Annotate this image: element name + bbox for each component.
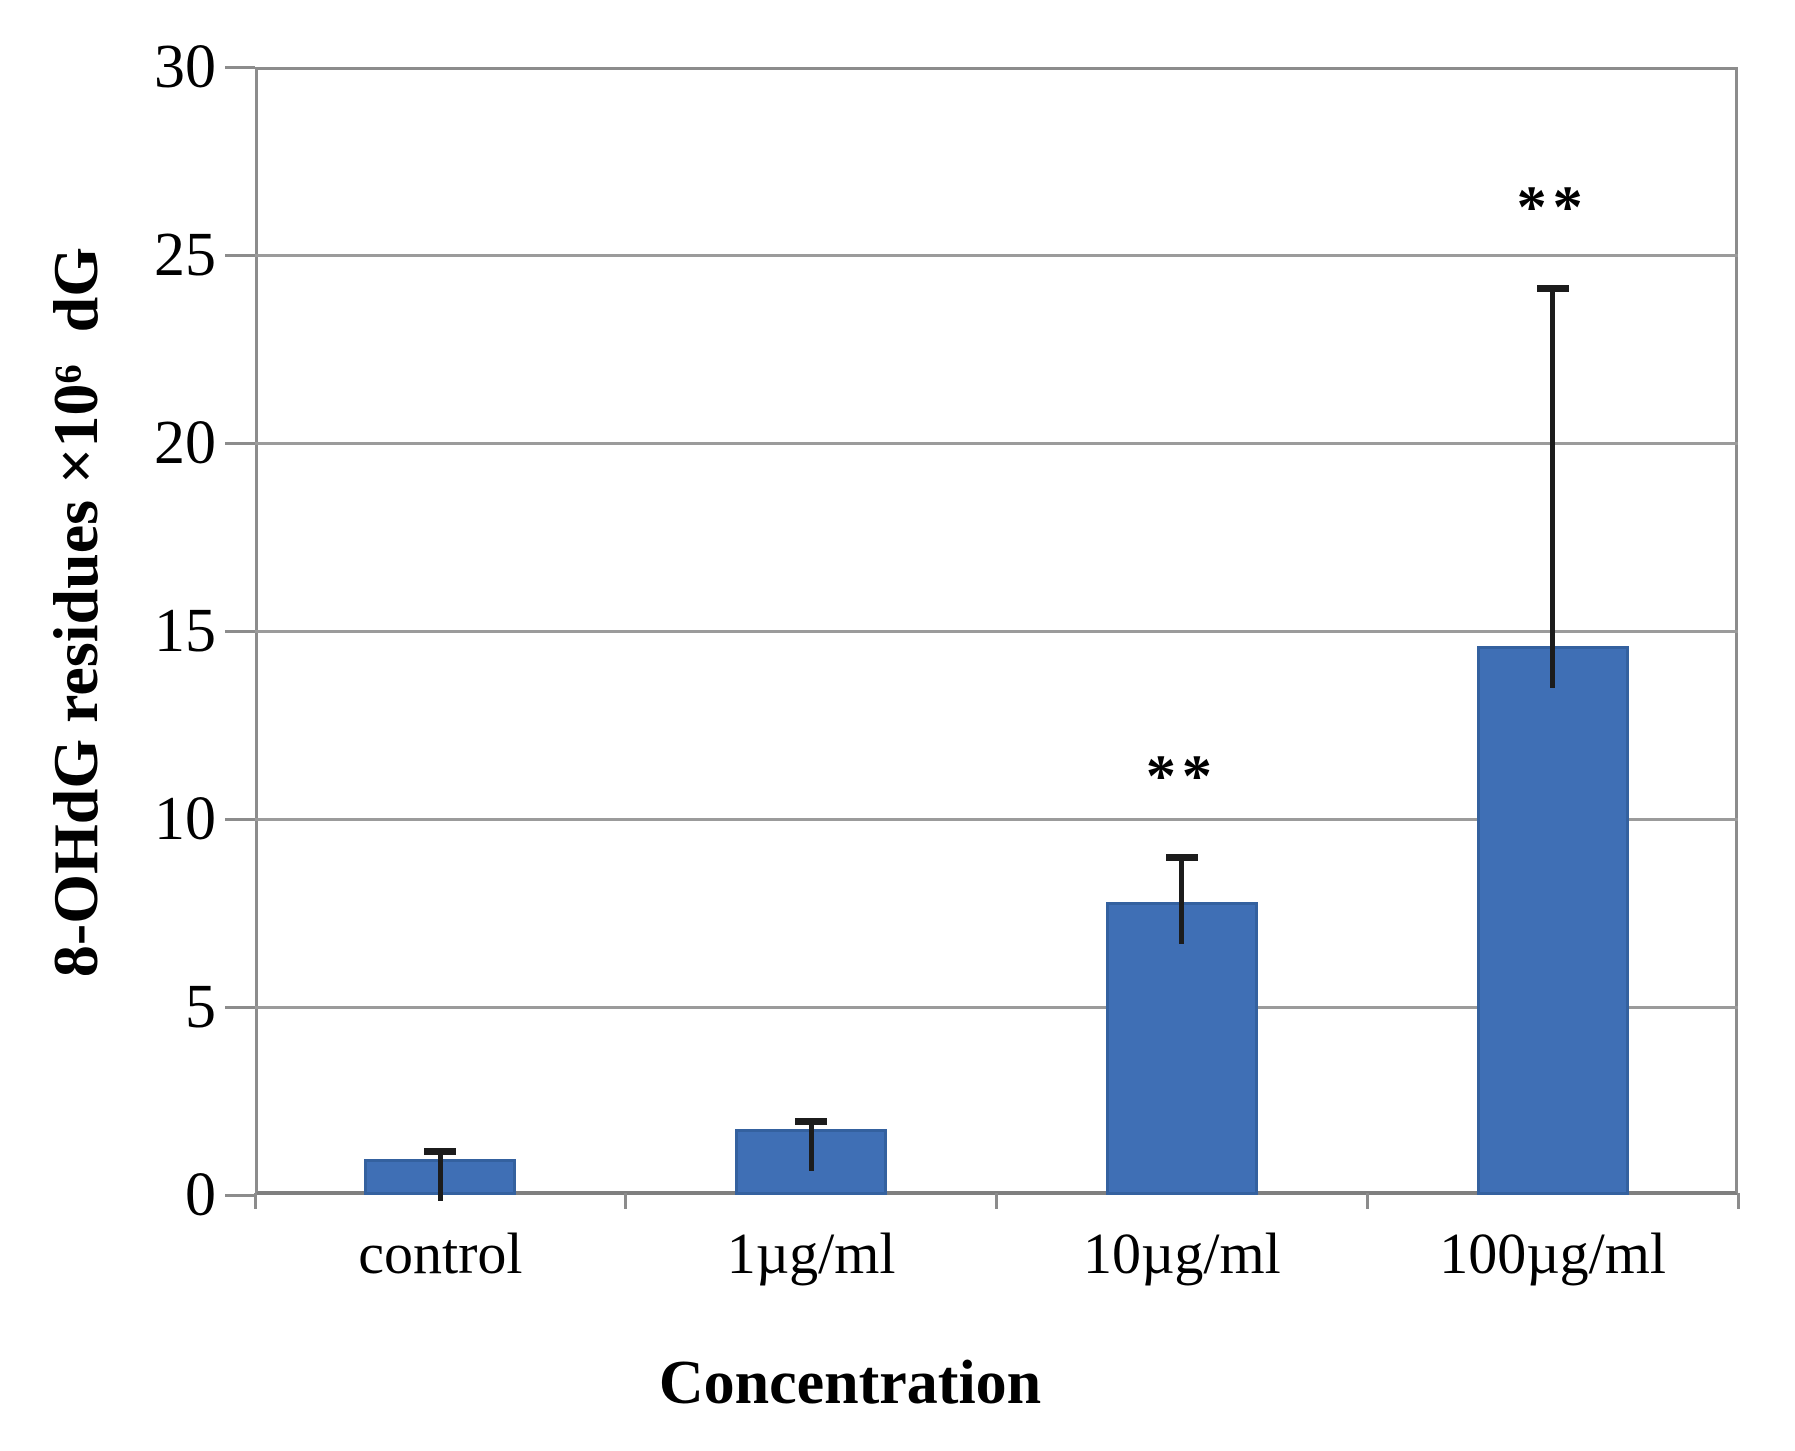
error-bar-stem: [1179, 858, 1185, 944]
y-tick-label: 15: [154, 597, 216, 665]
y-tick-mark: [225, 1005, 255, 1009]
y-tick-label: 0: [185, 1161, 216, 1229]
x-category-label: 100µg/ml: [1439, 1221, 1666, 1286]
error-bar-cap: [424, 1147, 457, 1155]
error-bar-cap: [795, 1117, 828, 1125]
error-bar-cap: [1536, 284, 1569, 292]
significance-marker: **: [1516, 173, 1589, 240]
x-category-label: 1µg/ml: [726, 1221, 896, 1286]
y-gridline: [255, 441, 1738, 445]
y-gridline: [255, 253, 1738, 257]
y-tick-mark: [225, 1193, 255, 1197]
significance-marker: **: [1145, 743, 1218, 810]
x-tick-mark: [253, 1193, 257, 1209]
y-tick-mark: [225, 629, 255, 633]
y-tick-mark: [225, 253, 255, 257]
error-bar-stem: [1550, 288, 1556, 689]
x-axis-title: Concentration: [658, 1349, 1042, 1417]
x-tick-mark: [1736, 1193, 1740, 1209]
y-tick-label: 25: [154, 221, 216, 289]
y-gridline: [255, 1005, 1738, 1009]
y-tick-label: 5: [185, 973, 216, 1041]
x-tick-mark: [624, 1193, 628, 1209]
y-tick-mark: [225, 817, 255, 821]
y-tick-label: 10: [154, 785, 216, 853]
bar: [1105, 901, 1258, 1195]
error-bar-stem: [808, 1121, 814, 1172]
bar: [1476, 646, 1629, 1195]
y-gridline: [255, 629, 1738, 633]
error-bar-cap: [1165, 854, 1198, 862]
y-tick-label: 30: [154, 33, 216, 101]
y-tick-mark: [225, 441, 255, 445]
y-tick-mark: [225, 65, 255, 69]
x-category-label: control: [358, 1221, 523, 1286]
x-tick-mark: [995, 1193, 998, 1209]
x-category-label: 10µg/ml: [1082, 1221, 1281, 1286]
x-tick-mark: [1365, 1193, 1369, 1209]
error-bar-stem: [437, 1151, 443, 1202]
y-tick-label: 20: [154, 409, 216, 477]
y-gridline: [255, 817, 1738, 821]
